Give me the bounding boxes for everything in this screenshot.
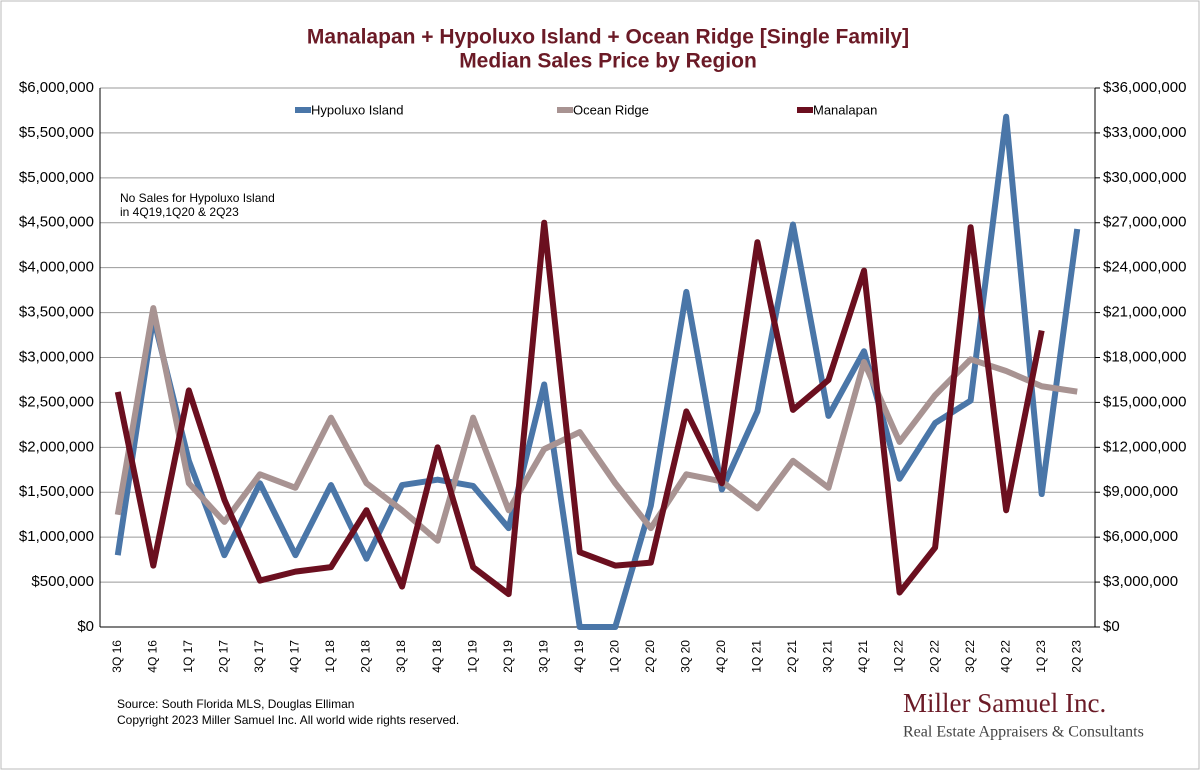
series-line — [114, 113, 1081, 630]
logo: Miller Samuel Inc. — [903, 688, 1106, 718]
y-tick-label: $5,500,000 — [19, 124, 94, 141]
series-line — [114, 219, 1045, 598]
x-tick-label: 3Q 16 — [110, 640, 124, 673]
legend-label: Manalapan — [813, 102, 877, 117]
chart-subtitle: Median Sales Price by Region — [459, 50, 757, 73]
series-line — [114, 305, 1078, 544]
x-tick-label: 2Q 19 — [501, 640, 515, 673]
y2-tick-label: $27,000,000 — [1103, 214, 1186, 231]
y2-tick-label: $9,000,000 — [1103, 483, 1178, 500]
y-tick-label: $1,500,000 — [19, 483, 94, 500]
y2-tick-label: $33,000,000 — [1103, 124, 1186, 141]
x-tick-label: 3Q 21 — [821, 640, 835, 673]
source: Source: South Florida MLS, Douglas Ellim… — [117, 697, 354, 711]
y2-tick-label: $21,000,000 — [1103, 304, 1186, 321]
chart-title: Manalapan + Hypoluxo Island + Ocean Ridg… — [307, 26, 909, 49]
y-tick-label: $500,000 — [31, 573, 94, 590]
y-tick-label: $4,000,000 — [19, 259, 94, 276]
x-tick-label: 3Q 20 — [679, 640, 693, 673]
x-tick-label: 3Q 22 — [963, 640, 977, 673]
x-tick-label: 1Q 23 — [1034, 640, 1048, 673]
x-tick-label: 2Q 18 — [359, 640, 373, 673]
x-tick-label: 2Q 20 — [643, 640, 657, 673]
x-tick-label: 2Q 22 — [927, 640, 941, 673]
y-tick-label: $2,500,000 — [19, 393, 94, 410]
x-tick-label: 4Q 20 — [714, 640, 728, 673]
x-tick-label: 4Q 22 — [998, 640, 1012, 673]
x-tick-label: 1Q 20 — [607, 640, 621, 673]
x-tick-label: 1Q 17 — [181, 640, 195, 673]
y2-tick-label: $15,000,000 — [1103, 393, 1186, 410]
x-tick-label: 2Q 23 — [1069, 640, 1083, 673]
x-tick-label: 1Q 18 — [323, 640, 337, 673]
y2-tick-label: $12,000,000 — [1103, 438, 1186, 455]
x-tick-label: 1Q 19 — [465, 640, 479, 673]
logo-tagline: Real Estate Appraisers & Consultants — [903, 724, 1144, 741]
y2-tick-label: $0 — [1103, 618, 1120, 635]
y2-tick-label: $18,000,000 — [1103, 348, 1186, 365]
annotation: No Sales for Hypoluxo Island — [120, 191, 275, 205]
y-tick-label: $6,000,000 — [19, 79, 94, 96]
y2-tick-label: $24,000,000 — [1103, 259, 1186, 276]
x-tick-label: 4Q 19 — [572, 640, 586, 673]
annotation: in 4Q19,1Q20 & 2Q23 — [120, 205, 239, 219]
x-tick-label: 3Q 17 — [252, 640, 266, 673]
source: Copyright 2023 Miller Samuel Inc. All wo… — [117, 713, 459, 727]
x-tick-label: 4Q 16 — [145, 640, 159, 673]
x-tick-label: 1Q 22 — [892, 640, 906, 673]
x-tick-label: 4Q 17 — [288, 640, 302, 673]
y2-tick-label: $3,000,000 — [1103, 573, 1178, 590]
x-tick-label: 4Q 18 — [430, 640, 444, 673]
x-tick-label: 3Q 18 — [394, 640, 408, 673]
y-tick-label: $3,000,000 — [19, 348, 94, 365]
legend-label: Ocean Ridge — [573, 102, 649, 117]
y-tick-label: $1,000,000 — [19, 528, 94, 545]
x-tick-label: 4Q 21 — [856, 640, 870, 673]
legend-label: Hypoluxo Island — [311, 102, 404, 117]
x-tick-label: 1Q 21 — [750, 640, 764, 673]
y-tick-label: $5,000,000 — [19, 169, 94, 186]
y2-tick-label: $6,000,000 — [1103, 528, 1178, 545]
x-tick-label: 3Q 19 — [536, 640, 550, 673]
x-tick-label: 2Q 17 — [217, 640, 231, 673]
y2-tick-label: $30,000,000 — [1103, 169, 1186, 186]
x-tick-label: 2Q 21 — [785, 640, 799, 673]
y-tick-label: $3,500,000 — [19, 304, 94, 321]
y2-tick-label: $36,000,000 — [1103, 79, 1186, 96]
y-tick-label: $4,500,000 — [19, 214, 94, 231]
y-tick-label: $0 — [77, 618, 94, 635]
y-tick-label: $2,000,000 — [19, 438, 94, 455]
